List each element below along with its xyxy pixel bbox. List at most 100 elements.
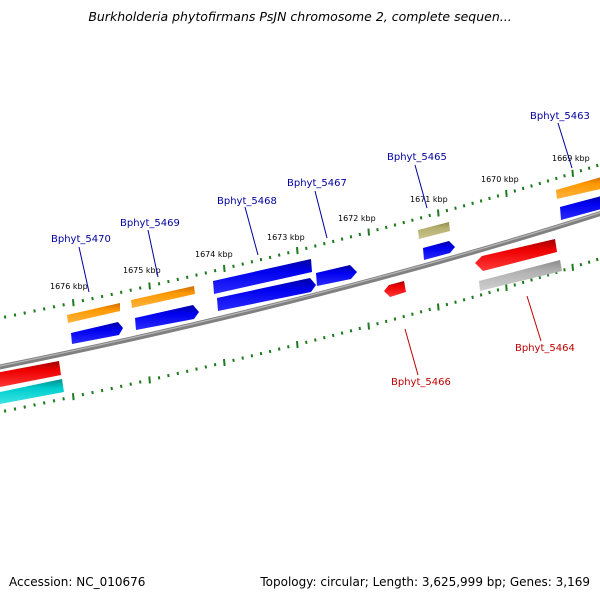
minor-tick [513, 283, 517, 287]
minor-tick [563, 268, 566, 272]
minor-tick [176, 371, 180, 376]
major-tick [148, 282, 151, 290]
accession-info: Accession: NC_010676 [9, 575, 145, 589]
minor-tick [277, 253, 281, 257]
gene-bphyt-5470-feature[interactable] [67, 303, 120, 323]
minor-tick [213, 269, 217, 273]
minor-tick [462, 204, 466, 208]
minor-tick [340, 331, 344, 335]
gene-left-cyan-feature[interactable] [0, 379, 64, 405]
minor-tick [241, 262, 244, 266]
pseudogene-bphyt-5464-feature[interactable] [479, 260, 562, 291]
minor-tick [595, 163, 599, 168]
gene-bphyt-5469-feature[interactable] [131, 286, 195, 308]
minor-tick [595, 257, 599, 262]
minor-tick [23, 311, 26, 315]
minor-tick [33, 309, 36, 313]
minor-tick [3, 409, 7, 413]
protein-bphyt-5463-arrow[interactable] [560, 195, 600, 220]
gene-bphyt-5464-feature[interactable] [475, 239, 557, 271]
minor-tick [314, 338, 317, 342]
minor-tick [157, 376, 161, 380]
minor-tick [52, 305, 56, 309]
minor-tick [411, 218, 414, 222]
major-tick [437, 209, 440, 217]
gene-bphyt-5463-feature[interactable] [556, 176, 600, 199]
minor-tick [138, 380, 142, 384]
minor-tick [376, 228, 379, 232]
minor-tick [250, 260, 254, 264]
protein-bphyt-5469-arrow[interactable] [135, 305, 199, 330]
tick-label-1674: 1674 kbp [195, 250, 233, 259]
gene-label-bphyt-5468[interactable]: Bphyt_5468 [217, 196, 277, 207]
minor-tick [471, 201, 474, 205]
minor-tick [488, 196, 491, 201]
minor-tick [579, 263, 583, 267]
gene-label-bphyt-5465[interactable]: Bphyt_5465 [387, 152, 447, 163]
minor-tick [62, 303, 65, 307]
accession-value: NC_010676 [76, 575, 146, 589]
tick-label-1671: 1671 kbp [410, 195, 448, 204]
minor-tick [110, 292, 113, 297]
minor-tick [384, 319, 388, 324]
tick-label-1676: 1676 kbp [50, 282, 88, 291]
minor-tick [62, 397, 65, 401]
topology-info: Topology: circular; Length: 3,625,999 bp… [260, 575, 590, 589]
gene-label-bphyt-5469[interactable]: Bphyt_5469 [120, 218, 180, 229]
minor-tick [314, 244, 317, 248]
minor-tick [358, 326, 362, 331]
gene-label-bphyt-5463[interactable]: Bphyt_5463 [530, 111, 590, 122]
minor-tick [376, 322, 379, 326]
gene-left-red-feature[interactable] [0, 361, 61, 388]
minor-tick [157, 282, 161, 286]
minor-tick [232, 264, 235, 268]
leader-lines [78, 122, 573, 376]
major-tick [223, 358, 226, 367]
gene-label-bphyt-5470[interactable]: Bphyt_5470 [51, 234, 111, 245]
minor-tick [232, 358, 235, 362]
gene-label-bphyt-5467[interactable]: Bphyt_5467 [287, 178, 347, 189]
tick-label-1672: 1672 kbp [338, 214, 376, 223]
minor-tick [287, 251, 290, 255]
minor-tick [393, 317, 397, 321]
minor-tick [185, 275, 189, 279]
map-title: Burkholderia phytofirmans PsJN chromosom… [88, 9, 512, 24]
protein-bphyt-5468-arrow[interactable] [217, 278, 316, 311]
minor-tick [100, 388, 104, 393]
minor-tick [259, 351, 263, 356]
minor-tick [81, 392, 85, 397]
minor-tick [167, 373, 170, 378]
major-tick [296, 341, 299, 349]
minor-tick [462, 298, 466, 302]
major-tick [505, 189, 508, 197]
gene-bphyt-5466-feature[interactable] [384, 281, 406, 297]
minor-tick [81, 298, 85, 303]
gene-label-bphyt-5466[interactable]: Bphyt_5466 [391, 377, 451, 388]
minor-tick [185, 369, 189, 373]
major-tick [571, 169, 574, 177]
gene-bphyt-5468-feature[interactable] [213, 259, 312, 294]
minor-tick [496, 194, 500, 198]
minor-tick [402, 220, 405, 225]
minor-tick [100, 294, 104, 299]
minor-tick [521, 186, 525, 191]
gene-label-bphyt-5464[interactable]: Bphyt_5464 [515, 343, 575, 354]
minor-tick [340, 237, 344, 241]
major-tick [148, 376, 151, 384]
minor-tick [393, 223, 397, 227]
minor-tick [530, 184, 533, 188]
minor-tick [13, 407, 17, 411]
minor-tick [428, 307, 431, 312]
protein-bphyt-5465-arrow[interactable] [423, 241, 455, 260]
major-tick [505, 283, 508, 291]
gene-bphyt-5467-feature[interactable] [316, 265, 357, 286]
major-tick [296, 247, 299, 255]
minor-tick [331, 333, 335, 338]
minor-tick [323, 242, 326, 246]
minor-tick [195, 273, 198, 277]
gene-bphyt-5465-feature[interactable] [418, 222, 450, 239]
tick-label-1670: 1670 kbp [481, 175, 519, 184]
protein-bphyt-5470-arrow[interactable] [71, 322, 123, 344]
